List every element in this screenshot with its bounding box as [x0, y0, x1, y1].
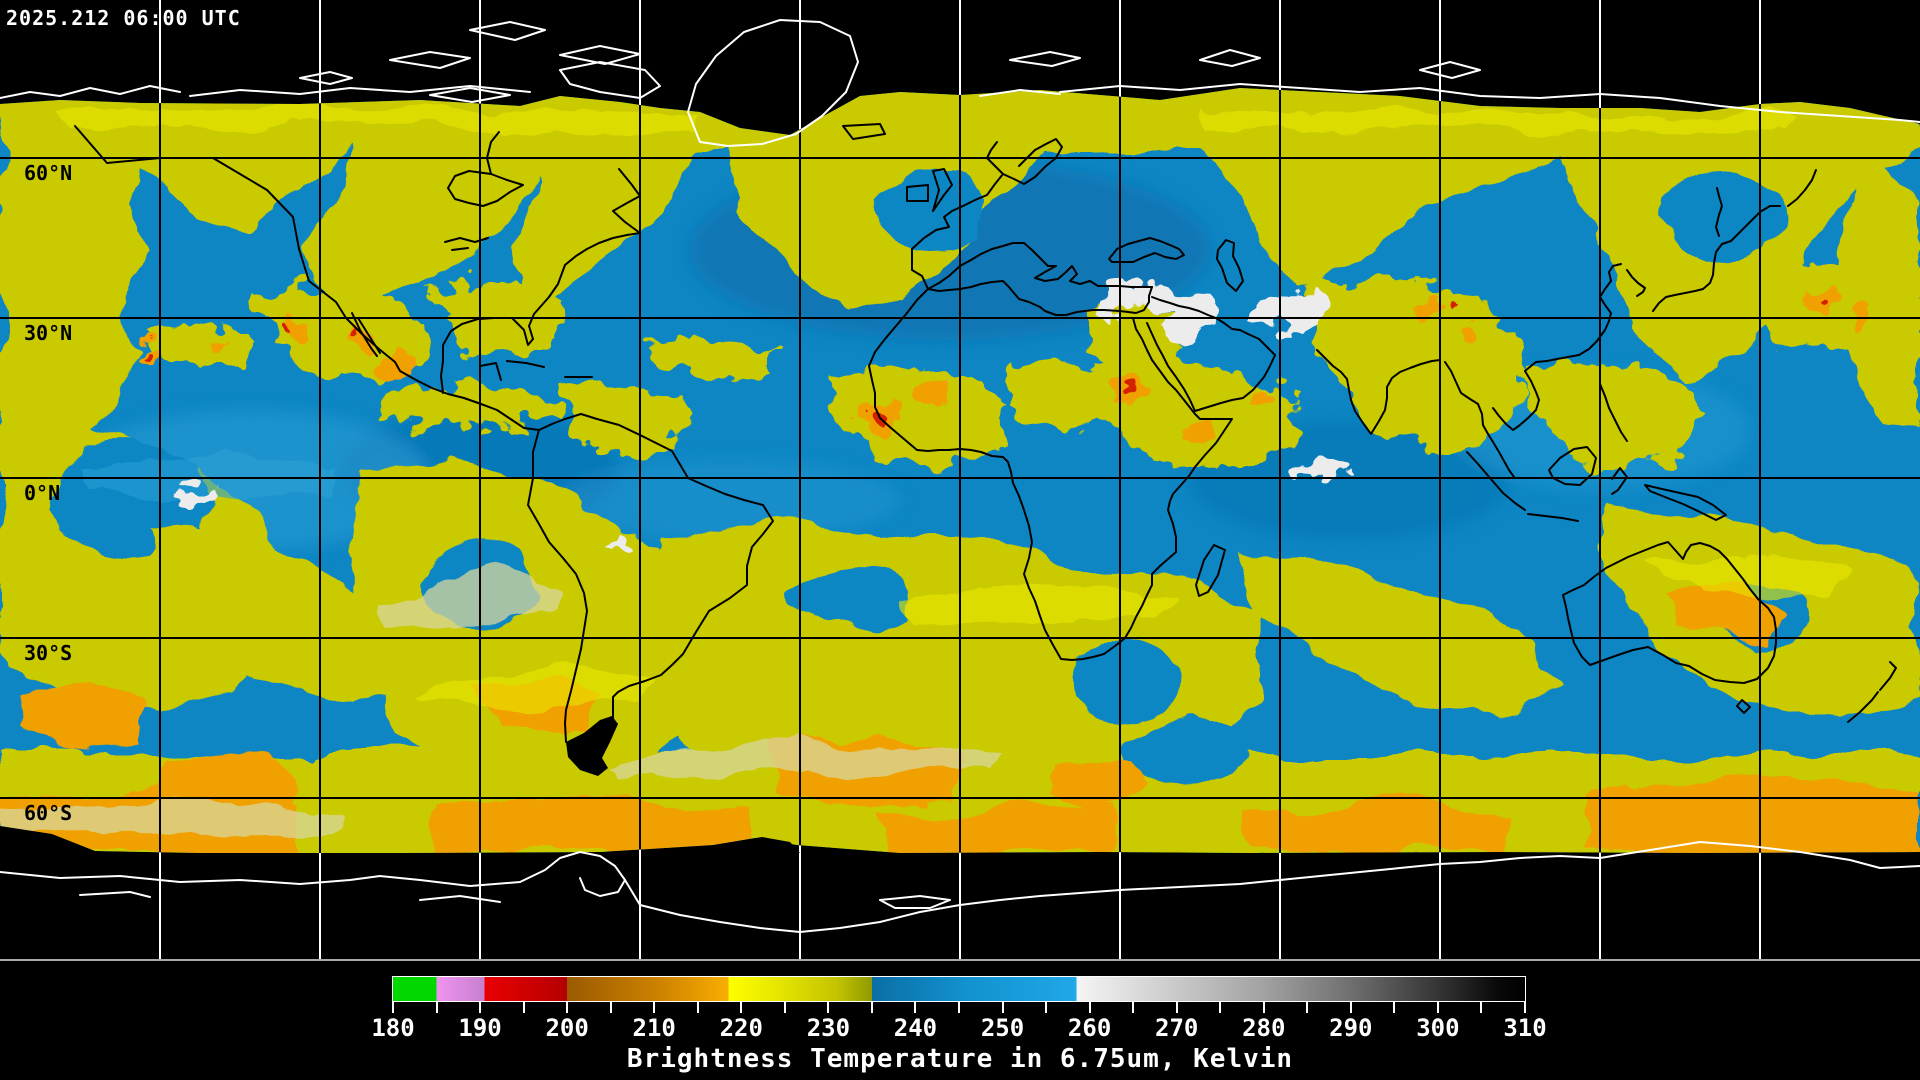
colorbar-tick [1306, 1002, 1309, 1013]
colorbar-tick [958, 1002, 960, 1013]
map-bottom-separator [0, 959, 1920, 961]
colorbar [392, 976, 1526, 1002]
colorbar-tick [566, 1002, 569, 1013]
colorbar-tick [392, 1002, 394, 1013]
colorbar-tick [1436, 1002, 1439, 1013]
colorbar-tick [435, 1002, 438, 1013]
colorbar-tick [740, 1002, 743, 1013]
colorbar-tick [1175, 1002, 1178, 1013]
colorbar-tick [1001, 1002, 1004, 1013]
scan-edge-black [0, 826, 800, 853]
colorbar-tick-label: 200 [545, 1014, 589, 1042]
latitude-label: 60°S [24, 801, 72, 825]
colorbar-tick [1219, 1002, 1222, 1013]
colorbar-caption: Brightness Temperature in 6.75um, Kelvin [626, 1044, 1294, 1074]
colorbar-tick [1524, 1002, 1526, 1013]
colorbar-tick [522, 1002, 525, 1013]
colorbar-tick [827, 1002, 830, 1013]
latitude-label: 60°N [24, 161, 72, 185]
colorbar-tick-label: 260 [1067, 1014, 1112, 1042]
colorbar-tick-label: 220 [719, 1014, 763, 1042]
colorbar-tick-label: 240 [893, 1014, 938, 1042]
colorbar-tick [609, 1002, 612, 1013]
colorbar-tick-label: 300 [1416, 1014, 1460, 1042]
coastlines-white [0, 19, 1920, 933]
colorbar-tick [914, 1002, 917, 1013]
colorbar-tick-label: 310 [1503, 1014, 1547, 1042]
white-cloud-mideast [1097, 283, 1213, 328]
colorbar-tick [1132, 1002, 1135, 1013]
colorbar-tick-label: 290 [1329, 1014, 1373, 1042]
colorbar-tick [1393, 1002, 1396, 1013]
latitude-label: 30°S [24, 641, 72, 665]
colorbar-tick-label: 280 [1242, 1014, 1286, 1042]
grid-black-lines [0, 0, 1920, 959]
colorbar-tick [1045, 1002, 1048, 1013]
colorbar-tick [1480, 1002, 1483, 1013]
colorbar-tick-label: 190 [458, 1014, 502, 1042]
satellite-wv-map: 60°N 30°N 0°N 30°S 60°S [0, 0, 1920, 959]
colorbar-tick [1349, 1002, 1352, 1013]
colorbar-tick [653, 1002, 656, 1013]
timestamp: 2025.212 06:00 UTC [6, 6, 241, 30]
colorbar-tick-label: 250 [980, 1014, 1025, 1042]
colorbar-tick-label: 180 [371, 1014, 415, 1042]
coastlines-black [74, 123, 1897, 776]
colorbar-tick [696, 1002, 699, 1013]
colorbar-tick [1262, 1002, 1265, 1013]
colorbar-tick [870, 1002, 873, 1013]
map-body [0, 0, 1920, 959]
colorbar-tick-label: 270 [1155, 1014, 1199, 1042]
latitude-label: 30°N [24, 321, 72, 345]
colorbar-tick [783, 1002, 786, 1013]
latitude-labels: 60°N 30°N 0°N 30°S 60°S [24, 161, 72, 825]
colorbar-tick [479, 1002, 482, 1013]
colorbar-tick [1088, 1002, 1091, 1013]
colorbar-tick-label: 230 [806, 1014, 851, 1042]
colorbar-tick-label: 210 [632, 1014, 676, 1042]
latitude-label: 0°N [24, 481, 60, 505]
